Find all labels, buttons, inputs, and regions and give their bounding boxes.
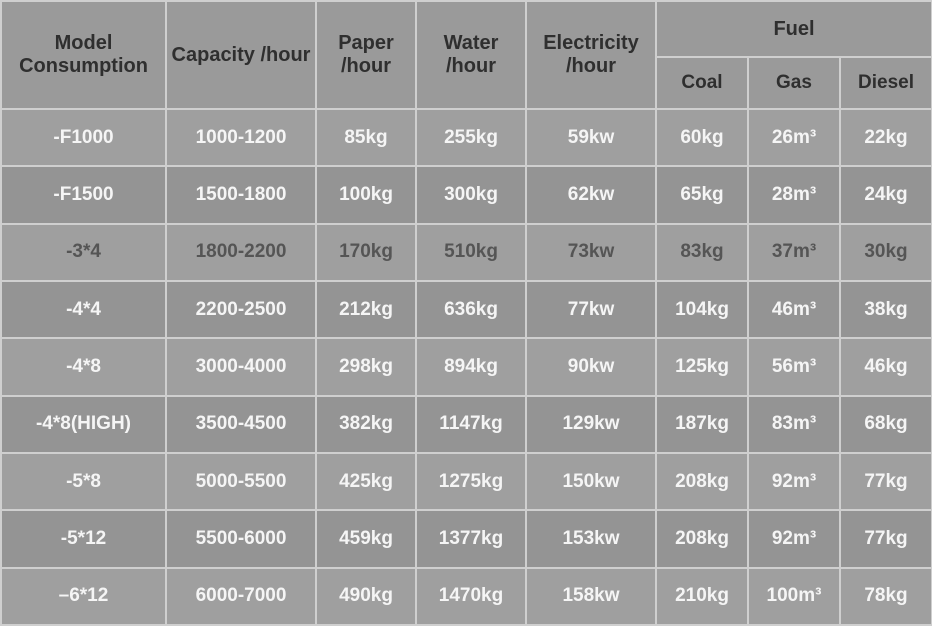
cell-capacity: 6000-7000 xyxy=(166,568,316,625)
cell-gas: 28m³ xyxy=(748,166,840,223)
cell-electricity: 77kw xyxy=(526,281,656,338)
cell-model: -5*8 xyxy=(1,453,166,510)
table-body: -F10001000-120085kg255kg59kw60kg26m³22kg… xyxy=(1,109,932,625)
cell-gas: 92m³ xyxy=(748,453,840,510)
cell-coal: 187kg xyxy=(656,396,748,453)
cell-water: 1147kg xyxy=(416,396,526,453)
cell-water: 1275kg xyxy=(416,453,526,510)
cell-capacity: 1800-2200 xyxy=(166,224,316,281)
cell-paper: 170kg xyxy=(316,224,416,281)
cell-model: -4*8(HIGH) xyxy=(1,396,166,453)
cell-coal: 208kg xyxy=(656,453,748,510)
cell-water: 636kg xyxy=(416,281,526,338)
cell-coal: 60kg xyxy=(656,109,748,166)
cell-capacity: 1000-1200 xyxy=(166,109,316,166)
cell-model: -4*8 xyxy=(1,338,166,395)
col-fuel-group: Fuel xyxy=(656,1,932,57)
spec-table: Model Consumption Capacity /hour Paper /… xyxy=(0,0,932,626)
cell-gas: 92m³ xyxy=(748,510,840,567)
cell-model: -4*4 xyxy=(1,281,166,338)
cell-capacity: 3000-4000 xyxy=(166,338,316,395)
cell-paper: 382kg xyxy=(316,396,416,453)
table-row: -4*8(HIGH)3500-4500382kg1147kg129kw187kg… xyxy=(1,396,932,453)
cell-diesel: 46kg xyxy=(840,338,932,395)
cell-diesel: 30kg xyxy=(840,224,932,281)
cell-model: -5*12 xyxy=(1,510,166,567)
cell-capacity: 3500-4500 xyxy=(166,396,316,453)
cell-coal: 125kg xyxy=(656,338,748,395)
cell-electricity: 62kw xyxy=(526,166,656,223)
col-coal: Coal xyxy=(656,57,748,109)
cell-electricity: 158kw xyxy=(526,568,656,625)
col-diesel: Diesel xyxy=(840,57,932,109)
cell-paper: 100kg xyxy=(316,166,416,223)
cell-gas: 46m³ xyxy=(748,281,840,338)
cell-electricity: 73kw xyxy=(526,224,656,281)
col-gas: Gas xyxy=(748,57,840,109)
cell-gas: 83m³ xyxy=(748,396,840,453)
cell-water: 1470kg xyxy=(416,568,526,625)
col-paper: Paper /hour xyxy=(316,1,416,109)
table-row: –6*126000-7000490kg1470kg158kw210kg100m³… xyxy=(1,568,932,625)
cell-electricity: 90kw xyxy=(526,338,656,395)
cell-diesel: 78kg xyxy=(840,568,932,625)
cell-model: –6*12 xyxy=(1,568,166,625)
table-row: -F10001000-120085kg255kg59kw60kg26m³22kg xyxy=(1,109,932,166)
cell-paper: 490kg xyxy=(316,568,416,625)
cell-capacity: 1500-1800 xyxy=(166,166,316,223)
cell-electricity: 153kw xyxy=(526,510,656,567)
cell-electricity: 129kw xyxy=(526,396,656,453)
table-row: -F15001500-1800100kg300kg62kw65kg28m³24k… xyxy=(1,166,932,223)
cell-paper: 298kg xyxy=(316,338,416,395)
cell-paper: 459kg xyxy=(316,510,416,567)
cell-coal: 208kg xyxy=(656,510,748,567)
cell-water: 255kg xyxy=(416,109,526,166)
cell-gas: 100m³ xyxy=(748,568,840,625)
col-water: Water /hour xyxy=(416,1,526,109)
cell-water: 894kg xyxy=(416,338,526,395)
cell-diesel: 24kg xyxy=(840,166,932,223)
cell-electricity: 150kw xyxy=(526,453,656,510)
cell-model: -F1000 xyxy=(1,109,166,166)
cell-gas: 37m³ xyxy=(748,224,840,281)
cell-coal: 104kg xyxy=(656,281,748,338)
table-row: -4*42200-2500212kg636kg77kw104kg46m³38kg xyxy=(1,281,932,338)
cell-capacity: 5500-6000 xyxy=(166,510,316,567)
cell-diesel: 77kg xyxy=(840,510,932,567)
cell-diesel: 77kg xyxy=(840,453,932,510)
cell-paper: 85kg xyxy=(316,109,416,166)
cell-electricity: 59kw xyxy=(526,109,656,166)
cell-capacity: 2200-2500 xyxy=(166,281,316,338)
cell-diesel: 38kg xyxy=(840,281,932,338)
cell-paper: 212kg xyxy=(316,281,416,338)
cell-capacity: 5000-5500 xyxy=(166,453,316,510)
col-electricity: Electricity /hour xyxy=(526,1,656,109)
cell-water: 1377kg xyxy=(416,510,526,567)
table-row: -5*125500-6000459kg1377kg153kw208kg92m³7… xyxy=(1,510,932,567)
cell-diesel: 22kg xyxy=(840,109,932,166)
cell-model: -3*4 xyxy=(1,224,166,281)
cell-gas: 26m³ xyxy=(748,109,840,166)
table-row: -5*85000-5500425kg1275kg150kw208kg92m³77… xyxy=(1,453,932,510)
table-row: -4*83000-4000298kg894kg90kw125kg56m³46kg xyxy=(1,338,932,395)
cell-water: 510kg xyxy=(416,224,526,281)
col-model: Model Consumption xyxy=(1,1,166,109)
cell-water: 300kg xyxy=(416,166,526,223)
cell-diesel: 68kg xyxy=(840,396,932,453)
cell-coal: 210kg xyxy=(656,568,748,625)
cell-gas: 56m³ xyxy=(748,338,840,395)
cell-paper: 425kg xyxy=(316,453,416,510)
table-header: Model Consumption Capacity /hour Paper /… xyxy=(1,1,932,109)
cell-coal: 83kg xyxy=(656,224,748,281)
cell-coal: 65kg xyxy=(656,166,748,223)
table-row: -3*41800-2200170kg510kg73kw83kg37m³30kg xyxy=(1,224,932,281)
cell-model: -F1500 xyxy=(1,166,166,223)
col-capacity: Capacity /hour xyxy=(166,1,316,109)
